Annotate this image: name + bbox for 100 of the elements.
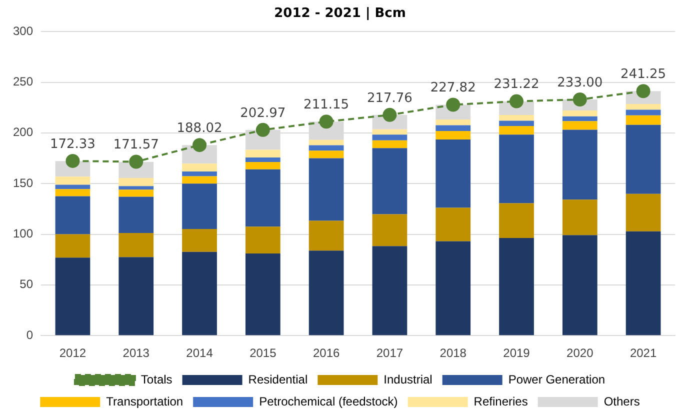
bar <box>372 134 408 140</box>
bar <box>55 196 90 234</box>
bar <box>118 190 154 197</box>
y-tick-label: 100 <box>12 226 34 241</box>
y-tick-label: 200 <box>12 125 34 140</box>
bar <box>626 124 661 194</box>
bar <box>245 226 280 254</box>
chart-title: 2012 - 2021 | Bcm <box>274 6 406 22</box>
bar <box>118 178 154 186</box>
bar <box>436 125 471 132</box>
x-tick-label: 2020 <box>566 346 594 360</box>
point <box>319 114 334 129</box>
point <box>66 154 80 168</box>
legend-label: Power Generation <box>508 372 606 386</box>
bar <box>436 241 471 336</box>
bar <box>562 200 598 236</box>
bar <box>626 104 661 110</box>
bar <box>562 116 598 122</box>
point <box>256 122 270 137</box>
bar <box>118 196 154 234</box>
data-label: 227.82 <box>430 80 476 96</box>
bar <box>499 115 534 121</box>
bar <box>499 120 534 126</box>
bar <box>372 246 408 336</box>
bar <box>562 110 598 116</box>
bar <box>499 203 534 238</box>
point <box>636 84 650 98</box>
bar <box>562 235 598 336</box>
data-label: 217.76 <box>366 90 412 106</box>
y-tick-label: 300 <box>12 24 34 38</box>
bar <box>245 254 280 336</box>
data-label: 241.25 <box>620 67 666 82</box>
bar <box>55 184 90 190</box>
bar <box>245 150 280 158</box>
x-tick-label: 2015 <box>250 346 277 360</box>
bar <box>436 140 471 208</box>
legend-label: Others <box>604 394 640 408</box>
x-tick-label: 2016 <box>312 346 340 360</box>
data-label: 211.15 <box>304 98 350 113</box>
x-tick-label: 2012 <box>59 346 86 360</box>
bar <box>499 126 534 135</box>
bar <box>182 171 217 176</box>
bar <box>55 258 90 336</box>
bar <box>626 194 661 232</box>
point <box>192 138 207 152</box>
bar <box>562 121 598 130</box>
bar <box>372 148 408 214</box>
bar <box>372 129 408 135</box>
data-label: 202.97 <box>240 106 286 121</box>
x-tick-label: 2013 <box>122 346 150 360</box>
x-tick-label: 2014 <box>186 346 214 360</box>
data-label: 231.22 <box>494 77 540 92</box>
bar <box>182 176 217 184</box>
bar <box>118 257 154 336</box>
bar <box>182 164 217 172</box>
bar <box>182 252 217 336</box>
bar <box>308 158 344 221</box>
bar <box>436 208 471 242</box>
bar <box>55 234 90 258</box>
y-tick-label: 150 <box>12 176 34 190</box>
bar <box>499 134 534 204</box>
bar <box>626 115 661 125</box>
bar <box>499 238 534 336</box>
x-tick-label: 2017 <box>376 346 404 360</box>
bar <box>245 157 280 162</box>
bar <box>562 130 598 200</box>
bar <box>182 229 217 252</box>
point <box>572 92 587 106</box>
bar <box>55 176 90 185</box>
bar <box>372 140 408 148</box>
bar <box>55 189 90 196</box>
legend-label: Transportation <box>106 394 184 408</box>
legend-label: Petrochemical (feedstock) <box>259 394 398 408</box>
y-tick-label: 0 <box>26 328 34 342</box>
point <box>129 154 144 169</box>
bar <box>118 186 154 190</box>
bar <box>118 233 154 258</box>
bar <box>182 184 217 229</box>
bar <box>372 214 408 246</box>
data-label: 233.00 <box>557 75 603 90</box>
legend-label: Industrial <box>384 372 432 386</box>
bar <box>308 150 344 158</box>
bar <box>245 162 280 170</box>
bar <box>626 110 661 116</box>
bar <box>436 131 471 140</box>
y-tick-label: 250 <box>12 74 34 89</box>
bar <box>308 145 344 151</box>
x-tick-label: 2019 <box>503 346 530 360</box>
bar <box>626 231 661 336</box>
bar <box>245 169 280 227</box>
bar <box>436 120 471 126</box>
legend-label: Residential <box>248 372 308 386</box>
point <box>510 94 524 108</box>
legend-label: Refineries <box>474 394 528 408</box>
legend-label: Totals <box>140 372 172 386</box>
data-label: 171.57 <box>113 138 159 153</box>
y-tick-label: 50 <box>20 277 34 292</box>
x-tick-label: 2018 <box>440 346 467 360</box>
bar <box>308 250 344 336</box>
bar <box>308 140 344 146</box>
